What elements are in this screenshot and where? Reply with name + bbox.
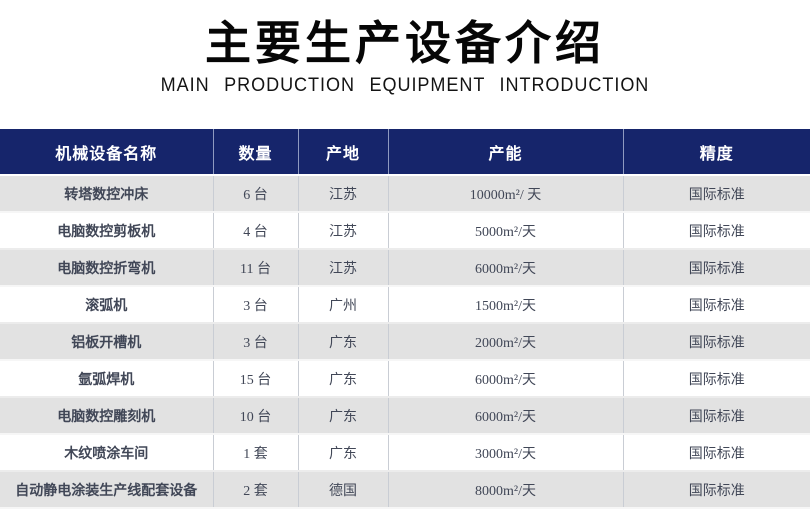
cell-precision: 国际标准 (623, 471, 810, 509)
header-row: 机械设备名称 数量 产地 产能 精度 (0, 129, 810, 176)
equipment-table: 机械设备名称 数量 产地 产能 精度 转塔数控冲床 6 台 江苏 10000m²… (0, 129, 810, 509)
cell-precision: 国际标准 (623, 323, 810, 361)
cell-capacity: 3000m²/天 (388, 434, 624, 472)
cell-precision: 国际标准 (623, 397, 810, 435)
table-row: 氩弧焊机 15 台 广东 6000m²/天 国际标准 (0, 360, 810, 398)
column-header-quantity: 数量 (213, 129, 299, 176)
cell-capacity: 8000m²/天 (388, 471, 624, 509)
cell-origin: 广东 (298, 323, 389, 361)
cell-capacity: 6000m²/天 (388, 360, 624, 398)
table-header: 机械设备名称 数量 产地 产能 精度 (0, 129, 810, 176)
cell-equipment-name: 自动静电涂装生产线配套设备 (0, 471, 214, 509)
cell-equipment-name: 转塔数控冲床 (0, 175, 214, 213)
column-header-precision: 精度 (623, 129, 810, 176)
column-header-origin: 产地 (298, 129, 389, 176)
table-row: 木纹喷涂车间 1 套 广东 3000m²/天 国际标准 (0, 434, 810, 472)
cell-quantity: 10 台 (213, 397, 299, 435)
cell-origin: 江苏 (298, 249, 389, 287)
cell-quantity: 4 台 (213, 212, 299, 250)
cell-origin: 德国 (298, 471, 389, 509)
cell-origin: 广东 (298, 360, 389, 398)
page-title: 主要生产设备介绍 (205, 17, 605, 69)
title-block: 主要生产设备介绍 MAIN PRODUCTION EQUIPMENT INTRO… (0, 0, 810, 98)
table-row: 电脑数控雕刻机 10 台 广东 6000m²/天 国际标准 (0, 397, 810, 435)
cell-equipment-name: 氩弧焊机 (0, 360, 214, 398)
cell-equipment-name: 电脑数控雕刻机 (0, 397, 214, 435)
cell-origin: 广州 (298, 286, 389, 324)
column-header-name: 机械设备名称 (0, 129, 214, 176)
cell-origin: 江苏 (298, 212, 389, 250)
cell-equipment-name: 木纹喷涂车间 (0, 434, 214, 472)
table-row: 铝板开槽机 3 台 广东 2000m²/天 国际标准 (0, 323, 810, 361)
cell-precision: 国际标准 (623, 360, 810, 398)
cell-precision: 国际标准 (623, 249, 810, 287)
cell-precision: 国际标准 (623, 212, 810, 250)
cell-equipment-name: 电脑数控剪板机 (0, 212, 214, 250)
cell-capacity: 6000m²/天 (388, 397, 624, 435)
cell-quantity: 3 台 (213, 286, 299, 324)
table-row: 转塔数控冲床 6 台 江苏 10000m²/ 天 国际标准 (0, 175, 810, 213)
cell-quantity: 15 台 (213, 360, 299, 398)
cell-equipment-name: 电脑数控折弯机 (0, 249, 214, 287)
cell-origin: 江苏 (298, 175, 389, 213)
cell-origin: 广东 (298, 397, 389, 435)
cell-capacity: 1500m²/天 (388, 286, 624, 324)
table-row: 滚弧机 3 台 广州 1500m²/天 国际标准 (0, 286, 810, 324)
cell-precision: 国际标准 (623, 286, 810, 324)
column-header-capacity: 产能 (388, 129, 624, 176)
table-row: 电脑数控剪板机 4 台 江苏 5000m²/天 国际标准 (0, 212, 810, 250)
cell-capacity: 6000m²/天 (388, 249, 624, 287)
cell-equipment-name: 铝板开槽机 (0, 323, 214, 361)
cell-precision: 国际标准 (623, 434, 810, 472)
cell-quantity: 1 套 (213, 434, 299, 472)
cell-origin: 广东 (298, 434, 389, 472)
table-row: 电脑数控折弯机 11 台 江苏 6000m²/天 国际标准 (0, 249, 810, 287)
cell-equipment-name: 滚弧机 (0, 286, 214, 324)
cell-capacity: 5000m²/天 (388, 212, 624, 250)
cell-capacity: 10000m²/ 天 (388, 175, 624, 213)
cell-quantity: 11 台 (213, 249, 299, 287)
cell-quantity: 6 台 (213, 175, 299, 213)
table-row: 自动静电涂装生产线配套设备 2 套 德国 8000m²/天 国际标准 (0, 471, 810, 509)
page-subtitle: MAIN PRODUCTION EQUIPMENT INTRODUCTION (160, 75, 650, 96)
cell-capacity: 2000m²/天 (388, 323, 624, 361)
cell-quantity: 2 套 (213, 471, 299, 509)
table-body: 转塔数控冲床 6 台 江苏 10000m²/ 天 国际标准 电脑数控剪板机 4 … (0, 175, 810, 509)
cell-quantity: 3 台 (213, 323, 299, 361)
cell-precision: 国际标准 (623, 175, 810, 213)
